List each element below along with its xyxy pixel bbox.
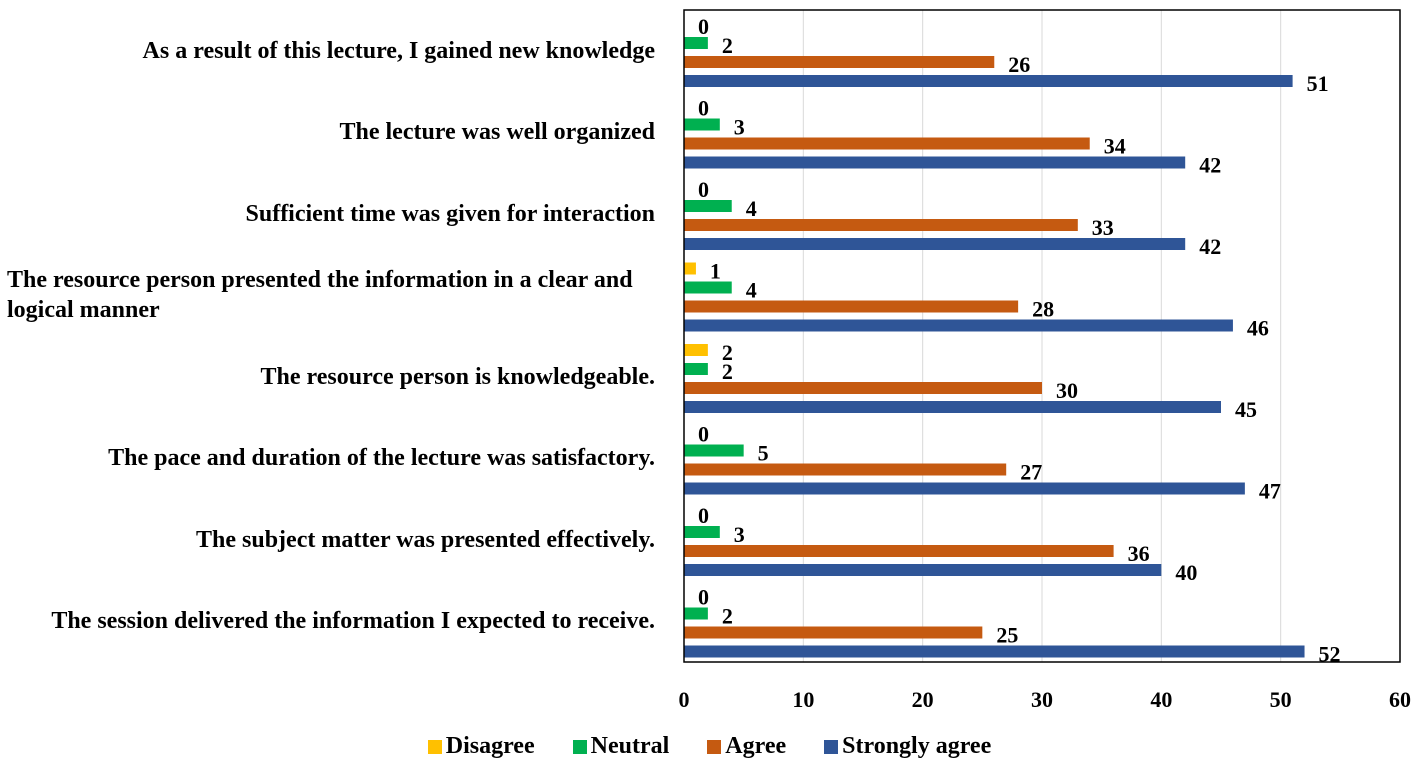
bar [684,262,696,275]
legend-item: Strongly agree [824,733,991,760]
bar [684,482,1245,495]
bar [684,319,1233,332]
category-label-box: The lecture was well organized [0,92,655,174]
category-label: The pace and duration of the lecture was… [108,445,655,472]
legend-swatch [572,739,587,754]
bar [684,137,1090,150]
bar [684,401,1221,413]
data-label: 0 [698,503,709,528]
category-label: As a result of this lecture, I gained ne… [142,37,655,64]
data-label: 0 [698,422,709,447]
data-label: 33 [1092,215,1114,240]
bar [684,219,1078,231]
bar [684,238,1186,250]
bar [684,463,1007,476]
category-label: The session delivered the information I … [51,608,655,635]
category-label-box: The subject matter was presented effecti… [0,499,655,581]
data-label: 40 [1175,560,1197,585]
bar [684,607,708,620]
bar [684,56,995,68]
data-label: 1 [710,259,721,284]
legend-item: Agree [707,733,786,760]
bar [684,363,708,375]
data-label: 45 [1235,397,1257,422]
bar [684,545,1114,557]
data-label: 28 [1032,297,1054,322]
legend-swatch [707,739,722,754]
legend-swatch [427,739,442,754]
data-label: 25 [996,623,1018,648]
legend-label: Neutral [590,733,670,759]
bar [684,526,720,538]
bar [684,382,1042,394]
data-label: 26 [1008,52,1030,77]
bar [684,344,708,356]
category-label-box: The resource person is knowledgeable. [0,336,655,418]
x-tick-label: 60 [1389,687,1411,712]
data-label: 27 [1020,460,1042,485]
legend-swatch [824,739,839,754]
data-label: 2 [722,604,733,629]
data-label: 42 [1199,234,1221,259]
data-label: 4 [746,278,757,303]
data-label: 46 [1247,316,1269,341]
category-label: The lecture was well organized [339,119,655,146]
data-label: 0 [698,14,709,39]
bar [684,281,732,294]
data-label: 3 [734,522,745,547]
data-label: 3 [734,115,745,140]
data-label: 30 [1056,378,1078,403]
bar [684,75,1293,87]
category-label-box: The session delivered the information I … [0,581,655,663]
data-label: 2 [722,340,733,365]
data-label: 34 [1104,134,1126,159]
category-label: Sufficient time was given for interactio… [245,200,656,227]
bar [684,200,732,212]
data-label: 52 [1319,642,1341,667]
x-tick-label: 20 [912,687,934,712]
x-tick-label: 0 [679,687,690,712]
bar [684,645,1305,658]
plot-frame [683,9,1401,663]
category-label: The resource person is knowledgeable. [260,363,655,390]
legend-label: Disagree [445,733,535,759]
x-tick-label: 30 [1031,687,1053,712]
data-label: 2 [722,359,733,384]
legend-label: Strongly agree [842,733,992,759]
data-label: 51 [1307,71,1329,96]
x-tick-label: 50 [1270,687,1292,712]
data-label: 0 [698,585,709,610]
bar [684,564,1162,576]
category-label-box: As a result of this lecture, I gained ne… [0,10,655,92]
data-label: 0 [698,96,709,121]
x-tick-label: 40 [1150,687,1172,712]
legend-label: Agree [725,733,787,759]
data-label: 42 [1199,153,1221,178]
data-label: 36 [1128,541,1150,566]
bar [684,118,720,131]
data-label: 0 [698,177,709,202]
x-tick-label: 10 [792,687,814,712]
legend-item: Neutral [572,733,670,760]
legend: Disagree Neutral Agree Strongly agree [0,733,1419,760]
bar [684,37,708,49]
category-label: The subject matter was presented effecti… [196,526,655,553]
bar [684,626,983,639]
legend-item: Disagree [427,733,535,760]
data-label: 5 [758,441,769,466]
category-label-box: Sufficient time was given for interactio… [0,173,656,255]
bar [684,300,1019,313]
bar [684,156,1186,169]
bar [684,444,744,457]
category-label-box: The resource person presented the inform… [0,255,655,337]
data-label: 47 [1259,479,1281,504]
data-label: 2 [722,33,733,58]
category-label: The resource person presented the inform… [7,267,633,324]
data-label: 4 [746,196,757,221]
category-label-box: The pace and duration of the lecture was… [0,418,655,500]
